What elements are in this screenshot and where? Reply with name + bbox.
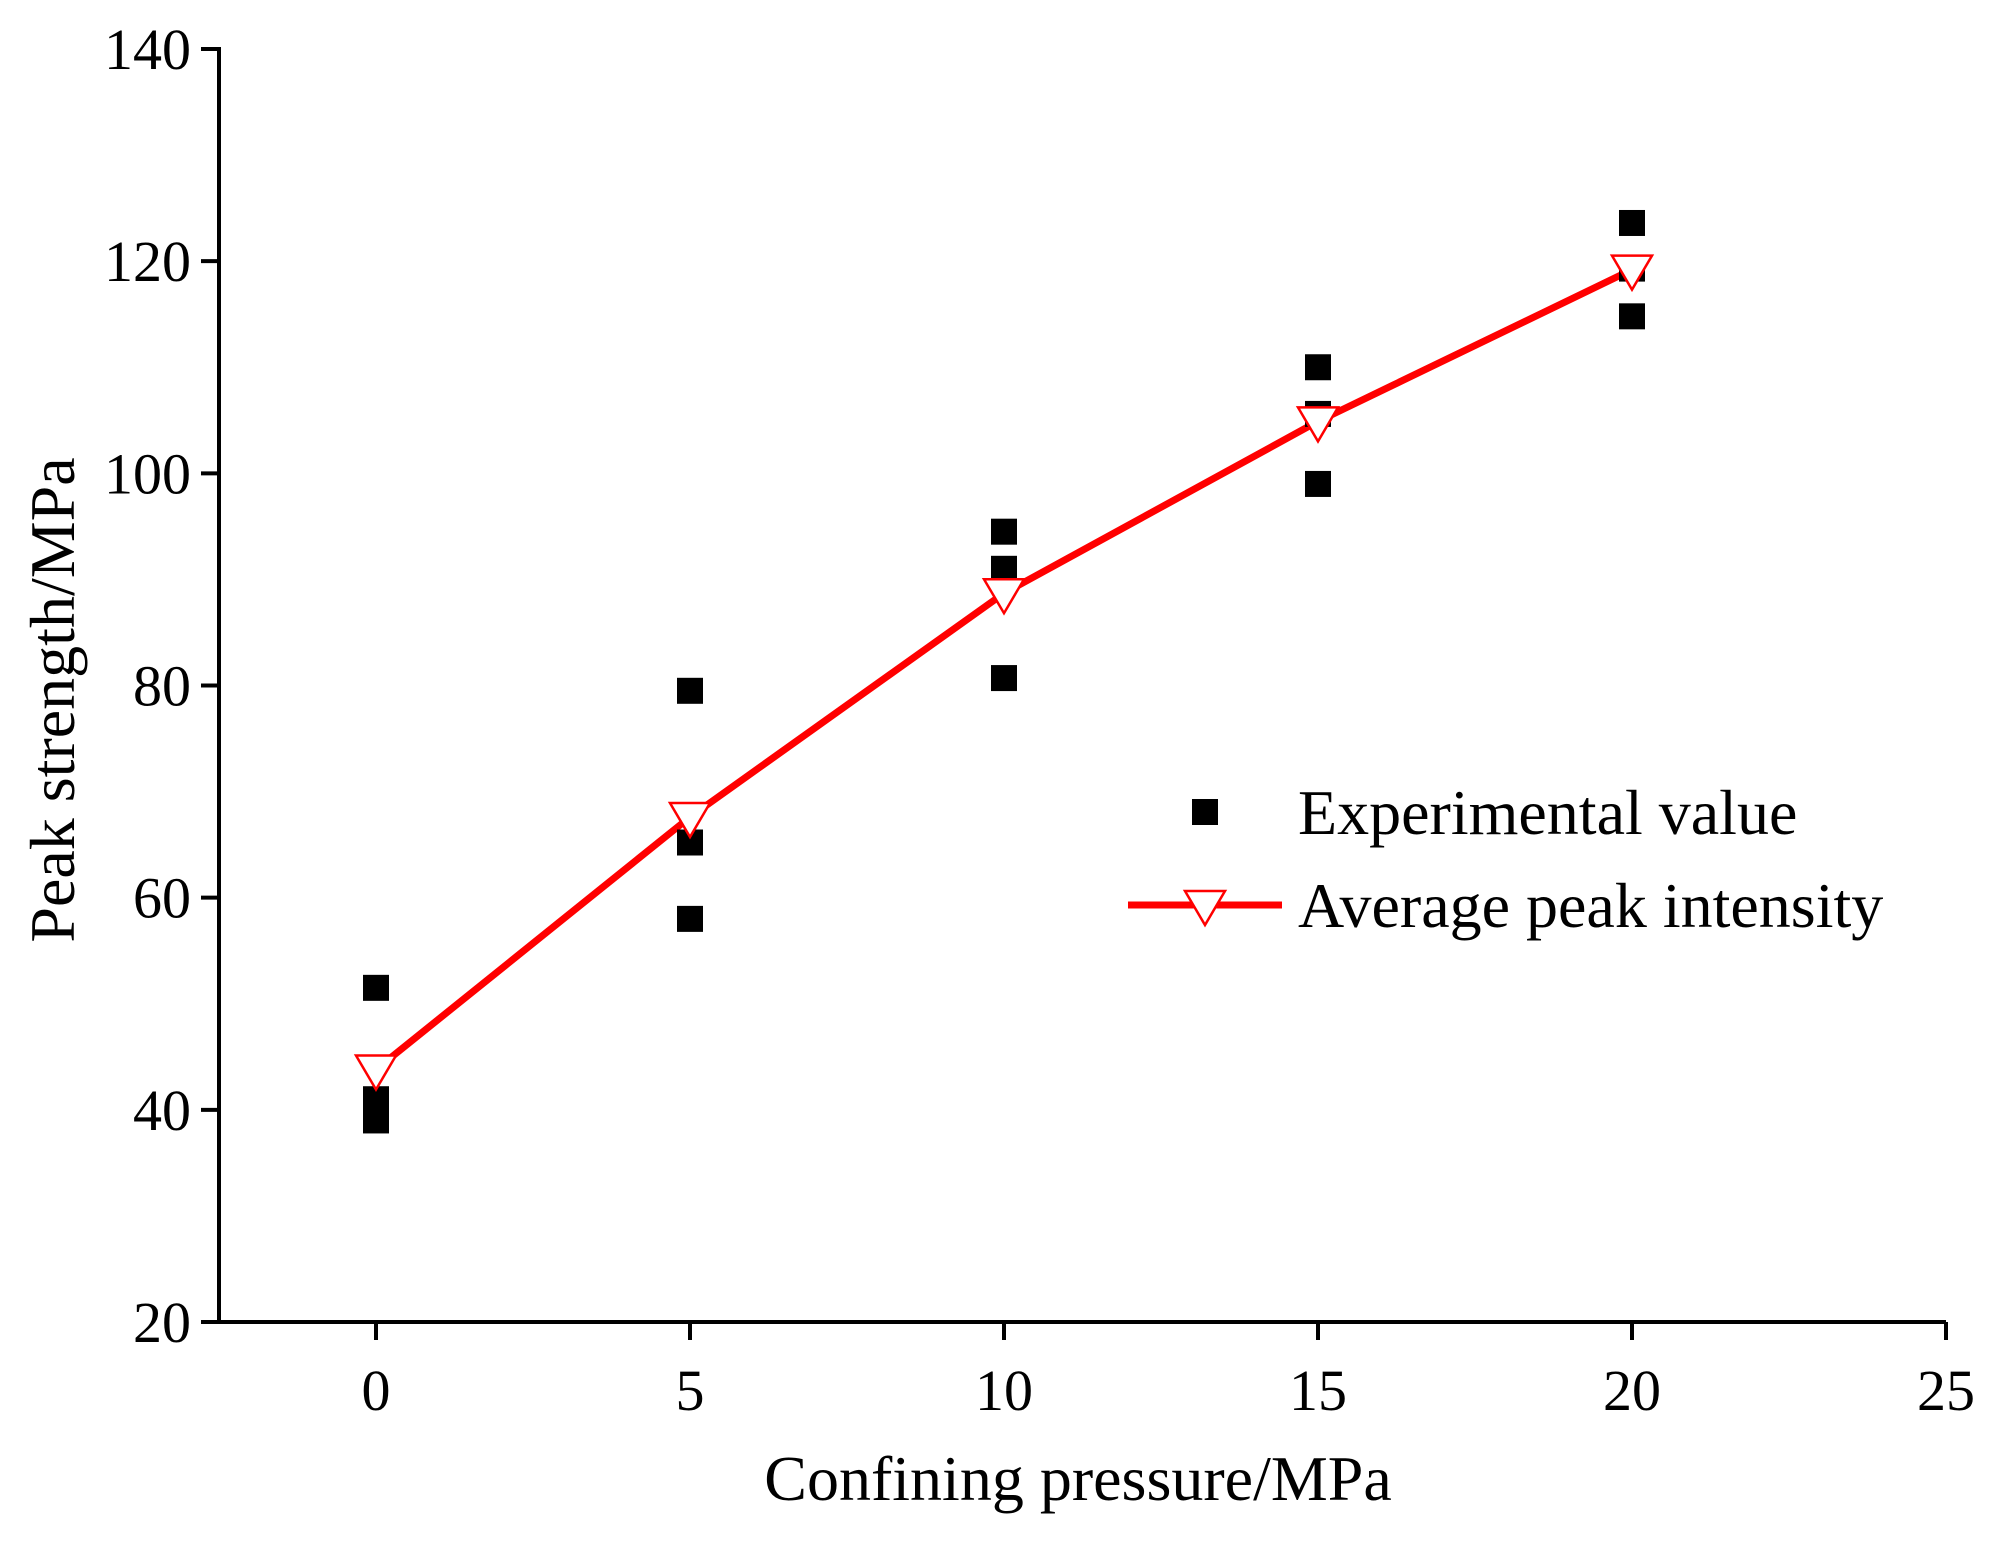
average-point xyxy=(981,577,1027,616)
x-tick-label: 15 xyxy=(1289,1358,1347,1423)
x-tick-label: 5 xyxy=(676,1358,705,1423)
average-point xyxy=(667,801,713,840)
x-tick-label: 25 xyxy=(1917,1358,1975,1423)
y-tick-label: 80 xyxy=(133,654,191,719)
experimental-point xyxy=(363,1107,389,1134)
x-tick-label: 0 xyxy=(362,1358,391,1423)
legend-label: Experimental value xyxy=(1298,777,1797,848)
experimental-point xyxy=(1305,354,1331,381)
y-tick-label: 140 xyxy=(104,17,191,82)
data-layer xyxy=(353,209,1655,1134)
y-tick-label: 40 xyxy=(133,1078,191,1143)
y-tick-label: 20 xyxy=(133,1290,191,1355)
y-tick-label: 120 xyxy=(104,229,191,294)
experimental-point xyxy=(991,555,1017,582)
experimental-point xyxy=(677,905,703,932)
x-tick-label: 20 xyxy=(1603,1358,1661,1423)
experimental-point xyxy=(363,974,389,1001)
x-axis-title: Confining pressure/MPa xyxy=(764,1443,1392,1514)
experimental-point xyxy=(1619,303,1645,330)
y-tick-label: 60 xyxy=(133,866,191,931)
legend-marker-average xyxy=(1182,889,1228,928)
experimental-point xyxy=(991,518,1017,545)
experimental-point xyxy=(1619,209,1645,236)
axes-layer: 0 5 10 15 20 25 20 40 60 80 100 120 140 xyxy=(104,17,1975,1423)
average-point xyxy=(353,1054,399,1092)
legend-marker-experimental xyxy=(1192,799,1218,825)
experimental-point xyxy=(677,677,703,704)
average-point xyxy=(1295,406,1341,444)
y-tick-label: 100 xyxy=(104,441,191,506)
x-tick-label: 10 xyxy=(975,1358,1033,1423)
y-axis-title: Peak strength/MPa xyxy=(17,457,88,942)
experimental-point xyxy=(1305,470,1331,497)
average-point xyxy=(1609,254,1655,293)
legend: Experimental value Average peak intensity xyxy=(1128,777,1883,941)
legend-label: Average peak intensity xyxy=(1298,870,1883,941)
experimental-point xyxy=(991,665,1017,692)
